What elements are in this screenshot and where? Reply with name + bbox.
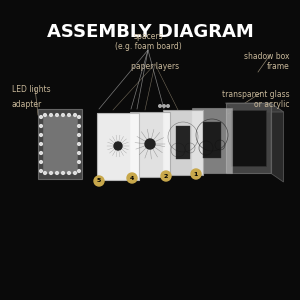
Bar — [176, 125, 190, 158]
Text: adapter: adapter — [12, 100, 42, 109]
Bar — [97, 112, 139, 179]
Text: 5: 5 — [97, 178, 101, 184]
Circle shape — [191, 169, 201, 179]
Circle shape — [161, 171, 171, 181]
Text: spacers
(e.g. foam board): spacers (e.g. foam board) — [115, 32, 182, 51]
Circle shape — [40, 152, 42, 154]
Circle shape — [44, 114, 46, 116]
Circle shape — [127, 173, 137, 183]
Circle shape — [159, 105, 161, 107]
Circle shape — [163, 105, 165, 107]
Text: 1: 1 — [194, 172, 198, 176]
Bar — [43, 115, 77, 173]
Circle shape — [44, 172, 46, 174]
Circle shape — [68, 172, 70, 174]
Bar — [38, 109, 82, 179]
Circle shape — [68, 114, 70, 116]
Bar — [203, 122, 221, 158]
Circle shape — [40, 169, 42, 172]
Polygon shape — [226, 103, 284, 112]
Circle shape — [61, 172, 64, 174]
Circle shape — [56, 114, 58, 116]
Circle shape — [78, 124, 80, 128]
Circle shape — [78, 116, 80, 118]
Circle shape — [40, 142, 42, 146]
Text: LED lights: LED lights — [12, 85, 51, 94]
Text: 4: 4 — [130, 176, 134, 181]
Bar — [130, 112, 170, 176]
Circle shape — [78, 134, 80, 136]
Bar — [163, 110, 203, 175]
Circle shape — [40, 160, 42, 164]
Circle shape — [50, 172, 52, 174]
Circle shape — [78, 142, 80, 146]
Circle shape — [56, 172, 58, 174]
Circle shape — [40, 116, 42, 118]
Circle shape — [74, 114, 76, 116]
Circle shape — [167, 105, 169, 107]
Text: ASSEMBLY DIAGRAM: ASSEMBLY DIAGRAM — [46, 23, 253, 41]
Text: 2: 2 — [164, 173, 168, 178]
Circle shape — [74, 172, 76, 174]
Text: paper layers: paper layers — [131, 62, 179, 71]
Text: transparent glass
or acrylic: transparent glass or acrylic — [222, 90, 290, 110]
Bar — [192, 107, 232, 172]
Bar — [226, 103, 271, 173]
Circle shape — [40, 134, 42, 136]
Circle shape — [145, 139, 155, 149]
Circle shape — [94, 176, 104, 186]
Circle shape — [78, 152, 80, 154]
Circle shape — [114, 142, 122, 150]
Circle shape — [78, 160, 80, 164]
Polygon shape — [271, 103, 284, 182]
Text: shadow box
frame: shadow box frame — [244, 52, 290, 71]
Circle shape — [78, 169, 80, 172]
Circle shape — [40, 124, 42, 128]
Circle shape — [61, 114, 64, 116]
Bar — [230, 110, 266, 166]
Circle shape — [50, 114, 52, 116]
